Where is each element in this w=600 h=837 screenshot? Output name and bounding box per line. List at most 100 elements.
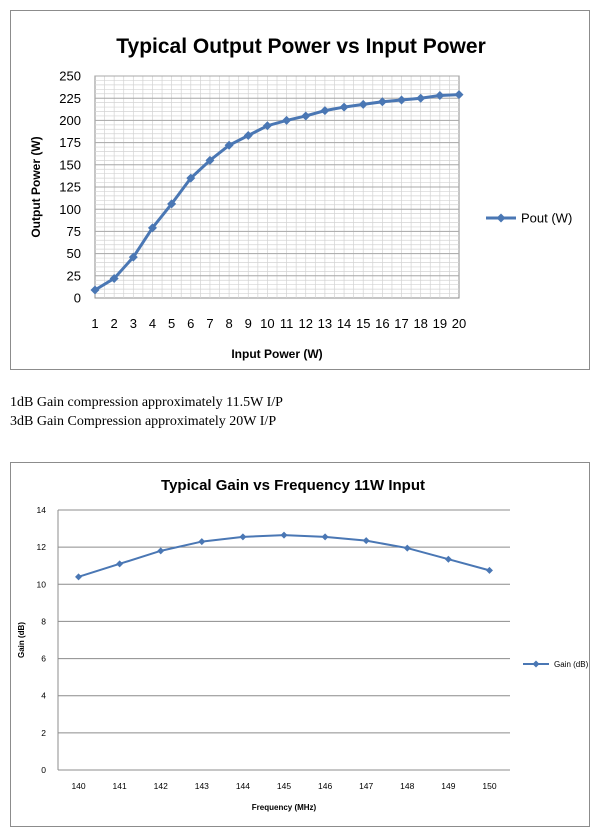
data-point	[75, 573, 83, 581]
data-point	[358, 99, 368, 109]
data-point	[454, 90, 464, 100]
data-point	[320, 106, 330, 116]
data-point	[362, 537, 370, 545]
y-tick-label: 10	[37, 579, 47, 589]
series	[75, 531, 493, 581]
x-tick-label: 147	[359, 781, 373, 791]
compression-notes: 1dB Gain compression approximately 11.5W…	[10, 393, 283, 431]
data-point	[262, 121, 272, 131]
legend-marker	[496, 213, 506, 223]
x-tick-label: 149	[441, 781, 455, 791]
y-tick-label: 12	[37, 542, 47, 552]
y-tick-label: 4	[41, 691, 46, 701]
x-axis: 1 2 3 4 5 6 7 8 9 10 11 12 13 14 15 16 17 18 19 20	[91, 316, 466, 331]
y-tick-label: 200	[59, 113, 81, 128]
legend: Gain (dB)	[523, 660, 589, 669]
note-1db-compression: 1dB Gain compression approximately 11.5W…	[10, 395, 283, 410]
note-3db-compression: 3dB Gain Compression approximately 20W I…	[10, 414, 277, 429]
x-tick-label: 15	[356, 316, 370, 331]
series	[90, 90, 464, 295]
y-tick-label: 6	[41, 654, 46, 664]
y-axis-title: Gain (dB)	[17, 622, 26, 658]
legend-label: Gain (dB)	[554, 660, 589, 669]
data-point	[301, 111, 311, 121]
x-tick-label: 9	[245, 316, 252, 331]
data-point	[403, 544, 411, 552]
x-tick-label: 17	[394, 316, 408, 331]
x-tick-label: 7	[206, 316, 213, 331]
legend: Pout (W)	[486, 211, 572, 226]
x-tick-label: 1	[91, 316, 98, 331]
y-tick-label: 175	[59, 135, 81, 150]
data-point	[109, 273, 119, 283]
x-tick-label: 140	[71, 781, 85, 791]
data-point	[186, 173, 196, 183]
y-tick-label: 0	[74, 291, 81, 306]
x-tick-label: 11	[280, 316, 294, 331]
x-tick-label: 146	[318, 781, 332, 791]
data-point	[239, 533, 247, 541]
data-point	[416, 93, 426, 103]
y-tick-label: 125	[59, 180, 81, 195]
x-tick-label: 18	[413, 316, 427, 331]
x-tick-label: 6	[187, 316, 194, 331]
x-tick-label: 13	[318, 316, 332, 331]
data-point	[435, 91, 445, 101]
data-point	[444, 555, 452, 563]
legend-marker	[532, 660, 540, 668]
y-tick-label: 25	[67, 268, 81, 283]
data-point	[282, 115, 292, 125]
y-axis: 0 2 4 6 8 10 12 14	[37, 505, 510, 775]
x-tick-label: 8	[225, 316, 232, 331]
output-power-chart: Typical Output Power vs Input Power 0 25 50…	[10, 10, 590, 370]
data-point	[116, 560, 124, 568]
x-tick-label: 143	[195, 781, 209, 791]
x-tick-label: 150	[482, 781, 496, 791]
output-power-chart-svg: Typical Output Power vs Input Power02550…	[29, 35, 572, 361]
y-tick-label: 100	[59, 202, 81, 217]
data-point	[157, 547, 165, 555]
y-tick-label: 250	[59, 69, 81, 84]
data-point	[147, 223, 157, 233]
plot-area	[58, 510, 510, 770]
data-point	[377, 97, 387, 107]
y-tick-label: 150	[59, 157, 81, 172]
x-tick-label: 2	[111, 316, 118, 331]
x-tick-label: 3	[130, 316, 137, 331]
gain-frequency-chart-svg: Typical Gain vs Frequency 11W Input 0 2 4 6 8…	[17, 477, 589, 812]
y-tick-label: 14	[37, 505, 47, 515]
data-point	[224, 140, 234, 150]
chart-title: Typical Output Power vs Input Power	[116, 35, 486, 58]
x-axis: 140 141 142 143 144 145 146 147 148 149 150	[71, 781, 496, 791]
gain-frequency-chart: Typical Gain vs Frequency 11W Input 0 2 4 6 8…	[10, 462, 590, 827]
x-tick-label: 4	[149, 316, 156, 331]
y-axis-title: Output Power (W)	[29, 136, 43, 237]
data-point	[397, 95, 407, 105]
x-tick-label: 14	[337, 316, 351, 331]
data-point	[128, 252, 138, 262]
x-tick-label: 142	[154, 781, 168, 791]
data-point	[280, 531, 288, 539]
data-point	[339, 102, 349, 112]
data-point	[243, 130, 253, 140]
y-tick-label: 2	[41, 728, 46, 738]
x-axis-title: Frequency (MHz)	[252, 803, 317, 812]
data-point	[205, 155, 215, 165]
legend-label: Pout (W)	[521, 211, 572, 226]
x-tick-label: 145	[277, 781, 291, 791]
x-tick-label: 141	[113, 781, 127, 791]
x-tick-label: 16	[375, 316, 389, 331]
y-tick-label: 0	[41, 765, 46, 775]
data-point	[321, 533, 329, 541]
x-tick-label: 12	[299, 316, 313, 331]
data-point	[198, 538, 206, 546]
x-tick-label: 5	[168, 316, 175, 331]
x-tick-label: 144	[236, 781, 250, 791]
y-tick-label: 8	[41, 616, 46, 626]
y-tick-label: 75	[67, 224, 81, 239]
chart-title: Typical Gain vs Frequency 11W Input	[161, 477, 425, 494]
data-point	[90, 285, 100, 295]
data-point	[485, 566, 493, 574]
x-axis-title: Input Power (W)	[231, 347, 322, 361]
x-tick-label: 148	[400, 781, 414, 791]
